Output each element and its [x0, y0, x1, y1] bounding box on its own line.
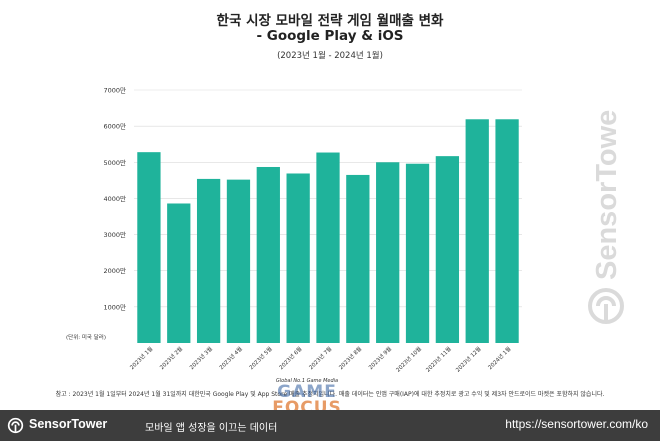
chart-subtitle: (2023년 1월 - 2024년 1월): [277, 51, 383, 61]
y-tick-label: 6000만: [103, 122, 126, 131]
unit-label: (단위: 미국 달러): [66, 333, 106, 341]
bar-chart: 1000만 2000만 3000만 4000만 5000만 6000만 7000만 2023…: [66, 86, 522, 374]
y-tick-label: 5000만: [103, 158, 126, 167]
footer-bar: SensorTower 모바일 앱 성장을 이끄는 데이터 https://se…: [0, 410, 660, 441]
footer-tagline: 모바일 앱 성장을 이끄는 데이터: [145, 423, 278, 434]
watermark-brand-text: SensorTower: [591, 108, 623, 280]
bar: [286, 173, 310, 343]
y-tick-label: 7000만: [103, 86, 126, 95]
footer-url-link[interactable]: https://sensortower.com/ko: [505, 417, 648, 431]
bar: [137, 152, 161, 343]
x-tick-label: 2023년 11월: [424, 345, 453, 374]
y-tick-label: 3000만: [103, 230, 126, 239]
y-tick-labels: 1000만 2000만 3000만 4000만 5000만 6000만 7000만: [103, 86, 126, 312]
sensortower-watermark: SensorTower: [588, 108, 624, 324]
x-tick-label: 2023년 5월: [247, 345, 273, 371]
watermark-game: GAME: [277, 382, 337, 402]
y-tick-label: 2000만: [103, 266, 126, 275]
x-tick-label: 2023년 8월: [337, 345, 363, 371]
chart-title-line2: - Google Play & iOS: [256, 28, 404, 44]
footer-brand: SensorTower: [29, 417, 108, 431]
x-tick-label: 2023년 9월: [367, 345, 393, 371]
bar: [435, 156, 460, 343]
x-tick-labels: 2023년 1월 2023년 2월 2023년 3월 2023년 4월 2023년 5월…: [128, 345, 513, 374]
bars: [137, 119, 519, 343]
x-tick-label: 2023년 12월: [454, 345, 483, 374]
watermark-tagline: Global No.1 Game Media: [275, 378, 339, 384]
x-tick-label: 2023년 6월: [277, 345, 303, 371]
bar: [256, 166, 280, 343]
bar: [465, 119, 489, 343]
bar: [226, 179, 251, 343]
x-tick-label: 2023년 3월: [188, 345, 214, 371]
bar: [316, 152, 340, 343]
x-tick-label: 2023년 4월: [217, 345, 243, 371]
y-tick-label: 4000만: [103, 194, 126, 203]
bar: [376, 162, 400, 343]
x-tick-label: 2023년 2월: [158, 345, 184, 371]
x-tick-label: 2023년 7월: [307, 345, 333, 371]
x-tick-label: 2024년 1월: [486, 345, 512, 371]
bar: [196, 178, 221, 343]
sensortower-logo-icon: [7, 417, 24, 434]
y-tick-label: 1000만: [103, 302, 126, 311]
bar: [405, 163, 430, 343]
bar: [346, 174, 370, 343]
footnote: 참고 : 2023년 1월 1일부터 2024년 1월 31일까지 대한민국 G…: [55, 391, 605, 398]
x-tick-label: 2023년 1월: [128, 345, 154, 371]
bar: [495, 119, 519, 343]
x-tick-label: 2023년 10월: [394, 345, 423, 374]
chart-title: 한국 시장 모바일 전략 게임 월매출 변화: [216, 13, 444, 29]
bar: [167, 203, 191, 343]
watermark-logo-icon: [588, 288, 624, 324]
